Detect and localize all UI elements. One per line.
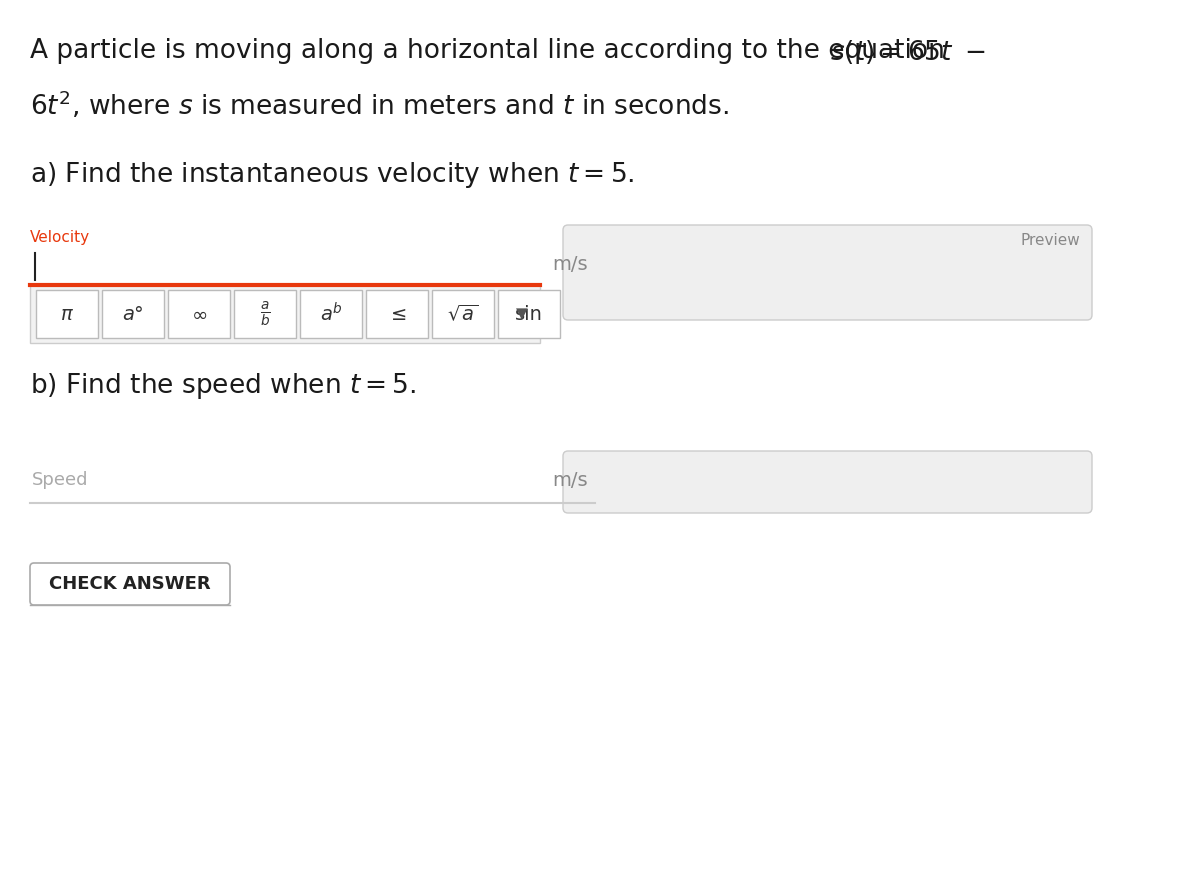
- Bar: [432, 290, 494, 338]
- Text: ▼: ▼: [516, 307, 528, 322]
- Text: b) Find the speed when $t = 5$.: b) Find the speed when $t = 5$.: [30, 371, 416, 401]
- Bar: [366, 290, 428, 338]
- Text: A particle is moving along a horizontal line according to the equation: A particle is moving along a horizontal …: [30, 38, 953, 64]
- Text: sin: sin: [515, 304, 542, 324]
- Text: $a°$: $a°$: [122, 304, 144, 324]
- FancyBboxPatch shape: [30, 563, 230, 605]
- Text: CHECK ANSWER: CHECK ANSWER: [49, 575, 211, 593]
- Bar: [102, 290, 164, 338]
- Bar: [30, 248, 540, 285]
- Text: $a^b$: $a^b$: [319, 302, 342, 325]
- Text: a) Find the instantaneous velocity when $t = 5$.: a) Find the instantaneous velocity when …: [30, 160, 635, 190]
- Text: m/s: m/s: [552, 470, 588, 490]
- Text: $6t^2$, where $s$ is measured in meters and $t$ in seconds.: $6t^2$, where $s$ is measured in meters …: [30, 90, 728, 121]
- Text: m/s: m/s: [552, 255, 588, 274]
- Text: $\infty$: $\infty$: [191, 304, 208, 324]
- Text: $s(t) = 65t\ -$: $s(t) = 65t\ -$: [830, 38, 986, 66]
- Text: Speed: Speed: [32, 471, 89, 489]
- Text: $\pi$: $\pi$: [60, 304, 74, 324]
- FancyBboxPatch shape: [563, 451, 1092, 513]
- Bar: [498, 290, 560, 338]
- Text: Preview: Preview: [1020, 233, 1080, 248]
- Bar: [168, 290, 230, 338]
- FancyBboxPatch shape: [563, 225, 1092, 320]
- Text: Velocity: Velocity: [30, 230, 90, 245]
- Bar: [30, 285, 540, 343]
- Bar: [300, 290, 362, 338]
- Text: $\sqrt{a}$: $\sqrt{a}$: [448, 303, 479, 324]
- Bar: [234, 290, 296, 338]
- Text: $\frac{a}{b}$: $\frac{a}{b}$: [259, 300, 270, 329]
- Bar: [36, 290, 98, 338]
- Text: $\leq$: $\leq$: [386, 304, 407, 324]
- Bar: [30, 461, 540, 503]
